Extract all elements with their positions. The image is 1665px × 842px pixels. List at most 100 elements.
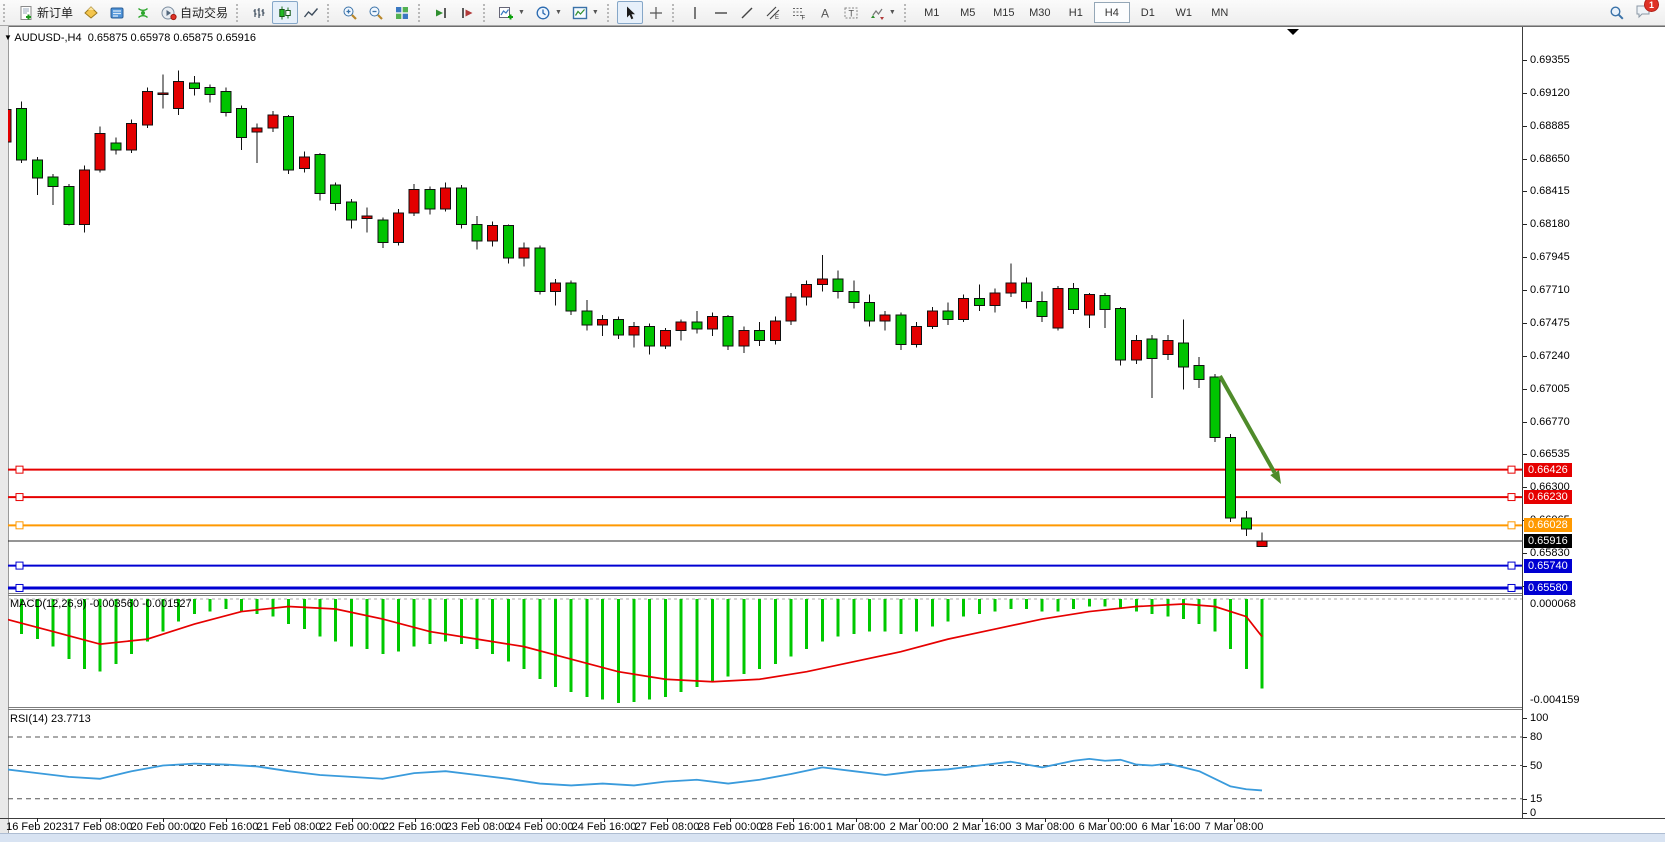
toolbar-grip[interactable] [903, 3, 910, 22]
fibonacci-tool-button[interactable]: F [786, 1, 812, 24]
line-chart-button[interactable] [298, 1, 324, 24]
line-handle[interactable] [1507, 521, 1516, 530]
pane-separator[interactable] [8, 593, 1522, 594]
timeframe-m30[interactable]: M30 [1029, 6, 1051, 19]
trendline-icon [739, 5, 755, 21]
price-chart-pane[interactable] [8, 27, 1522, 593]
arrows-dropdown-caret: ▼ [888, 9, 896, 16]
vertical-line-tool-button[interactable] [682, 1, 708, 24]
toolbar-grip[interactable] [671, 3, 678, 22]
macd-pane[interactable] [8, 596, 1522, 707]
pane-separator[interactable] [8, 595, 1522, 596]
timeframe-h1[interactable]: H1 [1068, 6, 1083, 19]
horizontal-line-object[interactable] [8, 561, 1522, 570]
macd-bar [444, 599, 448, 642]
price-tick-label: 0.69120 [1530, 86, 1570, 99]
horizontal-line-object[interactable] [8, 493, 1522, 502]
data-window-button[interactable] [104, 1, 130, 24]
metaeditor-button[interactable] [78, 1, 104, 24]
channel-tool-button[interactable]: E [760, 1, 786, 24]
zoom-out-button[interactable] [363, 1, 389, 24]
line-handle[interactable] [1507, 583, 1516, 592]
price-tick-label: 0.66535 [1530, 448, 1570, 461]
periods-button[interactable]: ▼ [530, 1, 567, 24]
macd-bar [161, 599, 165, 632]
symbol-dropdown-icon[interactable]: ▼ [4, 33, 12, 42]
toolbar-grip[interactable] [483, 3, 489, 22]
toolbar-grip[interactable] [3, 3, 9, 22]
timeframe-w1[interactable]: W1 [1175, 6, 1193, 19]
candle-body [738, 330, 750, 347]
auto-scroll-button[interactable] [428, 1, 454, 24]
horizontal-line-object[interactable] [8, 465, 1522, 474]
tile-windows-button[interactable] [389, 1, 415, 24]
macd-bar [789, 599, 793, 657]
arrows-tool-button[interactable]: ▼ [864, 1, 901, 24]
templates-button[interactable]: ▼ [567, 1, 604, 24]
autotrading-button[interactable]: 自动交易 [156, 1, 233, 24]
price-tick-label: 0.65830 [1530, 547, 1570, 559]
macd-bar [1040, 599, 1044, 612]
timeframe-m1[interactable]: M1 [924, 6, 940, 19]
toolbar-grip[interactable] [418, 3, 424, 22]
line-handle[interactable] [15, 583, 24, 592]
cursor-tool-button[interactable] [616, 1, 643, 24]
candle-body [63, 186, 75, 225]
pane-separator[interactable] [8, 709, 1522, 710]
new-order-button[interactable]: 新订单 [13, 1, 78, 24]
macd-bar [899, 599, 903, 635]
timeframe-h4[interactable]: H4 [1093, 2, 1130, 23]
search-icon[interactable] [1609, 5, 1625, 21]
time-tick-label: 16 Feb 2023 [6, 821, 68, 833]
horizontal-line-tool-button[interactable] [708, 1, 734, 24]
macd-bar [1182, 599, 1185, 620]
candle-body [345, 201, 357, 221]
arrow-object[interactable] [1218, 375, 1281, 484]
line-handle[interactable] [15, 561, 24, 570]
timeframe-d1[interactable]: D1 [1140, 6, 1155, 19]
horizontal-line-object[interactable] [8, 583, 1522, 592]
line-handle[interactable] [1507, 493, 1516, 502]
chat-button[interactable]: 1 [1635, 0, 1659, 22]
fibonacci-icon: F [791, 5, 807, 21]
price-tick [1523, 290, 1527, 292]
crosshair-tool-button[interactable] [643, 1, 669, 24]
toolbar-grip[interactable] [327, 3, 333, 22]
line-handle[interactable] [1507, 561, 1516, 570]
candle-body [581, 310, 593, 326]
zoom-in-button[interactable] [337, 1, 363, 24]
candle-body [659, 330, 671, 347]
time-tick-label: 24 Feb 00:00 [508, 821, 574, 833]
line-handle[interactable] [1507, 465, 1516, 474]
rsi-pane[interactable] [8, 710, 1522, 818]
chart-shift-marker[interactable] [1287, 29, 1299, 35]
timeframe-m5[interactable]: M5 [960, 6, 976, 19]
price-tick-label: 0.67945 [1530, 251, 1570, 264]
candlestick-chart-button[interactable] [272, 1, 299, 24]
indicators-button[interactable]: ▼ [493, 1, 530, 24]
price-tick [1523, 388, 1527, 390]
rsi-scale-label: 0 [1530, 807, 1537, 819]
bar-chart-button[interactable] [246, 1, 272, 24]
toolbar-grip[interactable] [606, 3, 613, 22]
time-tick-label: 1 Mar 08:00 [826, 821, 886, 833]
macd-bar [240, 599, 243, 612]
pane-separator[interactable] [8, 707, 1522, 708]
macd-bar [1009, 599, 1013, 610]
macd-bar [381, 599, 385, 655]
horizontal-line-object[interactable] [8, 521, 1522, 530]
candle-body [393, 212, 404, 244]
trendline-tool-button[interactable] [734, 1, 760, 24]
chart-shift-button[interactable] [454, 1, 480, 24]
line-handle[interactable] [15, 465, 24, 474]
macd-bar [648, 599, 652, 700]
line-handle[interactable] [15, 493, 24, 502]
text-tool-button[interactable]: A [812, 1, 838, 24]
line-handle[interactable] [15, 521, 24, 530]
timeframe-m15[interactable]: M15 [993, 6, 1015, 19]
periods-icon [535, 5, 551, 21]
toolbar-grip[interactable] [236, 3, 242, 22]
signals-button[interactable] [130, 1, 156, 24]
text-label-tool-button[interactable]: T [838, 1, 864, 24]
timeframe-mn[interactable]: MN [1211, 6, 1229, 19]
